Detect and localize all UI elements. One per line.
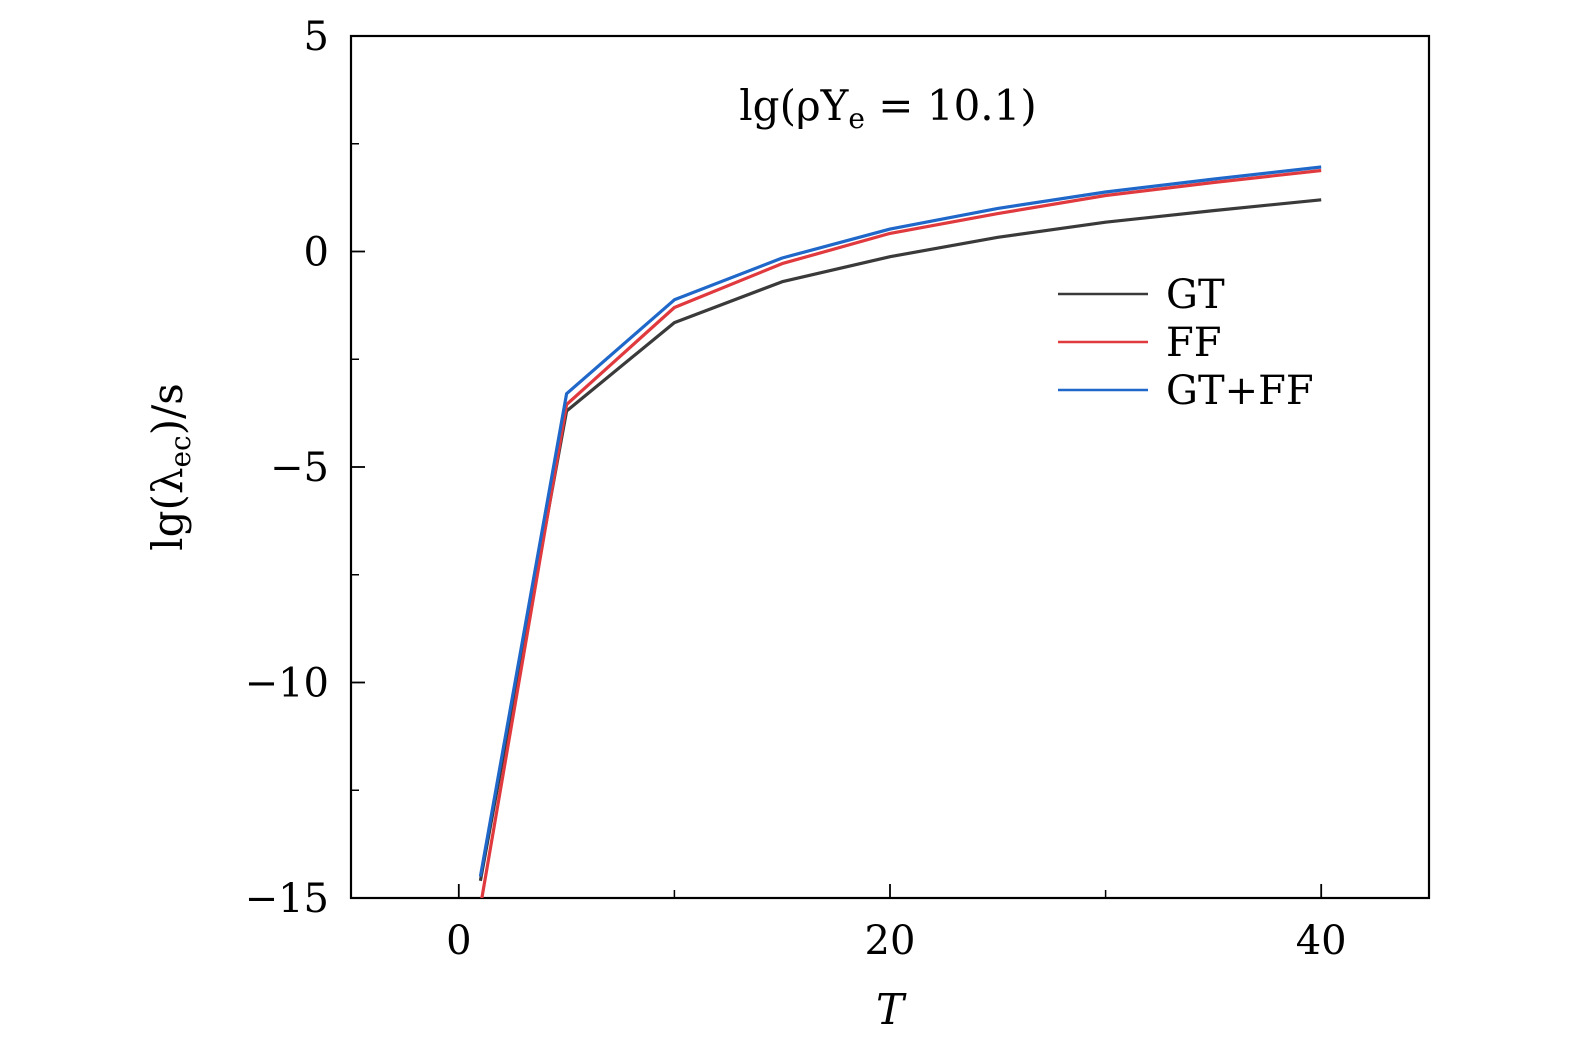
- x-tick-label: 20: [865, 918, 916, 964]
- y-axis-title: lg(λec)/s: [143, 383, 197, 551]
- chart-annotation: lg(ρYe = 10.1): [739, 81, 1037, 135]
- legend-label: GT+FF: [1166, 368, 1314, 414]
- legend-label: GT: [1166, 272, 1225, 318]
- series-line-gt: [478, 198, 1322, 882]
- y-tick-label: −15: [245, 876, 329, 922]
- y-tick-label: −10: [245, 661, 329, 707]
- series-line-ff: [480, 168, 1322, 898]
- y-tick-label: 5: [304, 14, 329, 60]
- plot-frame: [349, 34, 1431, 900]
- y-tick-label: 0: [304, 230, 329, 276]
- axis-ticks: [351, 35, 1323, 899]
- x-tick-label: 40: [1296, 918, 1347, 964]
- legend-label: FF: [1166, 320, 1222, 366]
- axis-tick-labels: 0 20 40 5 0 −5 −10 −15: [245, 14, 1347, 964]
- y-tick-label: −5: [270, 445, 329, 491]
- x-axis-title: T: [876, 985, 907, 1034]
- series-lines: [478, 165, 1322, 898]
- x-tick-label: 0: [446, 918, 471, 964]
- series-line-gt-ff: [478, 165, 1322, 877]
